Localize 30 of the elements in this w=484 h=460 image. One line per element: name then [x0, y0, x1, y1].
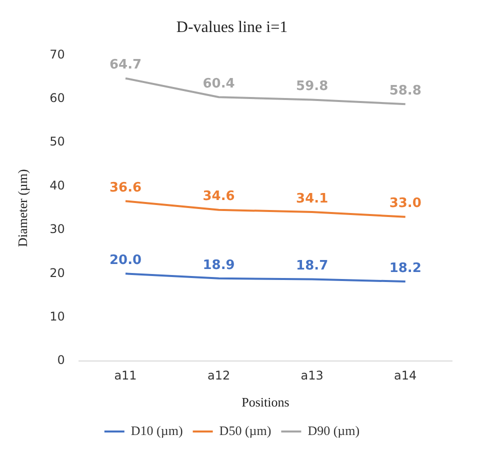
data-label: 33.0 [389, 196, 422, 212]
data-label: 18.7 [296, 258, 328, 274]
y-tick-label: 10 [50, 309, 65, 324]
data-label: 34.6 [202, 189, 235, 204]
y-tick-label: 40 [50, 178, 65, 192]
y-tick-label: 60 [50, 91, 65, 106]
data-label: 60.4 [202, 76, 235, 92]
legend-label: D90 (µm) [308, 422, 360, 438]
data-label: 20.0 [109, 253, 142, 268]
data-label: 36.6 [109, 180, 142, 196]
legend-label: D50 (µm) [219, 422, 272, 438]
x-tick-label: a13 [300, 368, 324, 382]
y-tick-label: 30 [50, 222, 65, 236]
data-label: 18.2 [389, 260, 422, 276]
legend-label: D10 (µm) [130, 422, 183, 438]
y-tick-label: 0 [57, 353, 65, 368]
chart-title: D-values line i=1 [176, 18, 288, 36]
y-tick-label: 20 [50, 266, 65, 280]
x-tick-label: a12 [207, 368, 230, 382]
y-axis-title: Diameter (µm) [15, 169, 30, 248]
data-label: 34.1 [296, 191, 328, 206]
x-tick-label: a11 [114, 368, 137, 382]
data-label: 64.7 [109, 58, 142, 73]
x-tick-label: a14 [394, 368, 417, 382]
data-label: 58.8 [389, 84, 422, 99]
y-tick-label: 50 [50, 134, 65, 149]
data-label: 59.8 [296, 79, 328, 94]
y-tick-label: 70 [50, 47, 65, 62]
x-axis-title: Positions [242, 394, 290, 410]
data-label: 18.9 [202, 258, 235, 273]
